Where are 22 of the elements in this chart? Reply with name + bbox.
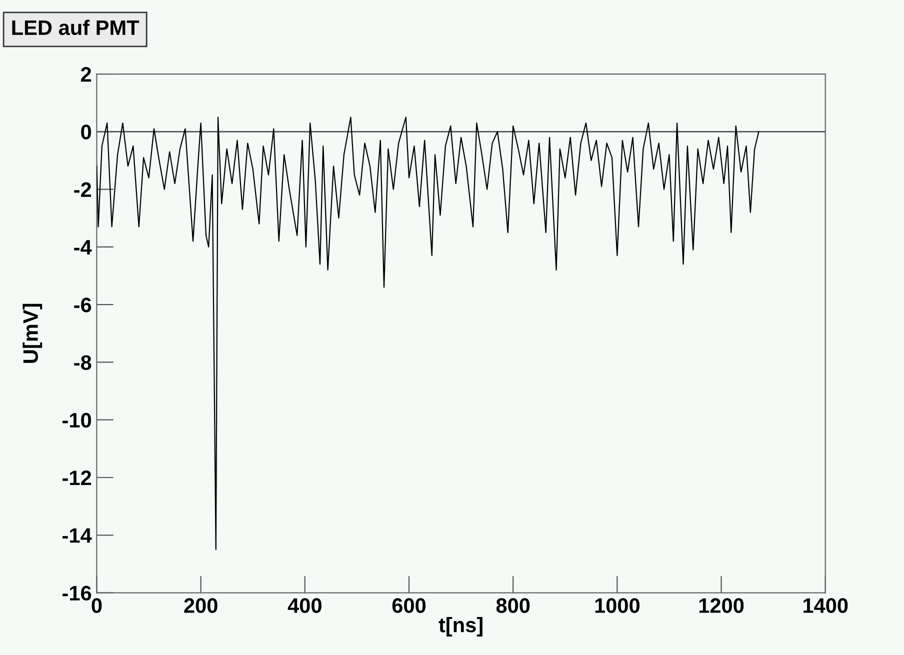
x-tick-label: 600 xyxy=(392,598,426,613)
x-tick-label: 0 xyxy=(92,598,102,613)
x-tick-label: 200 xyxy=(184,598,218,613)
y-tick-label: -10 xyxy=(62,412,92,428)
chart-title: LED auf PMT xyxy=(12,20,140,36)
line-series xyxy=(96,116,760,550)
y-tick-label: -4 xyxy=(74,240,92,254)
y-axis-title: U[mV] xyxy=(22,304,42,363)
y-tick-label: -6 xyxy=(74,298,92,312)
x-tick-label: 800 xyxy=(496,598,530,613)
x-tick-label: 1400 xyxy=(803,598,848,613)
y-tick-label: -2 xyxy=(74,182,92,197)
x-tick-label: 1200 xyxy=(699,598,744,613)
x-axis-title: t[ns] xyxy=(438,617,482,636)
y-tick-label: -12 xyxy=(62,470,92,486)
y-tick-label: -14 xyxy=(62,528,92,543)
x-tick-label: 1000 xyxy=(595,598,640,613)
y-tick-label: 2 xyxy=(81,67,92,82)
x-tick-label: 400 xyxy=(288,598,322,613)
y-tick-label: -8 xyxy=(74,355,92,370)
y-tick-label: 0 xyxy=(81,124,92,140)
y-tick-label: -16 xyxy=(62,586,92,601)
